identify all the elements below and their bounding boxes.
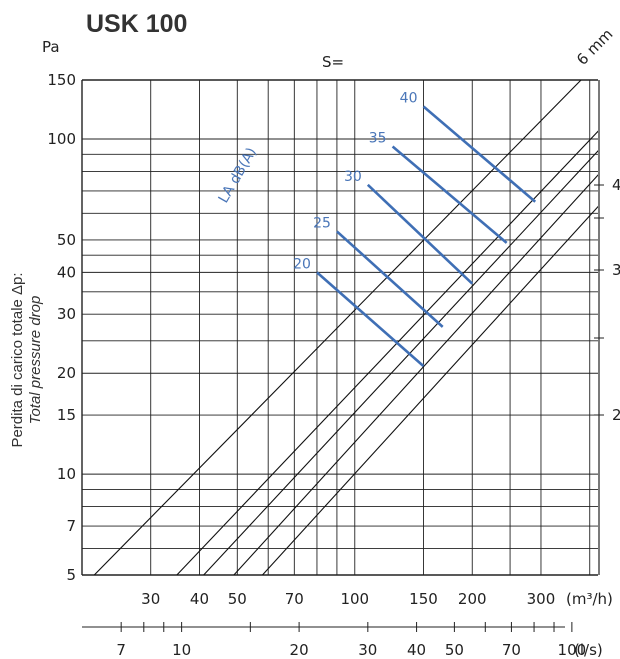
noise-level-label: 35 — [369, 130, 387, 146]
plot-grid — [81, 79, 598, 576]
y-axis-sublabel: Total pressure drop — [27, 296, 44, 425]
x2-tick-label: 7 — [116, 641, 126, 659]
s-series-line — [203, 150, 598, 575]
s-series-line — [233, 174, 598, 575]
chart-title: USK 100 — [86, 10, 187, 38]
noise-level-label: 25 — [313, 215, 331, 231]
y-tick-label: 50 — [57, 231, 76, 249]
right-axis-tick-label: 2 — [612, 406, 620, 424]
noise-level-line — [366, 183, 474, 285]
right-axis: 4 3 2 — [594, 80, 620, 575]
s-series-lines — [93, 80, 598, 575]
y-tick-label: 20 — [57, 364, 76, 382]
noise-level-line — [336, 230, 444, 328]
y-axis-label: Perdita di carico totale Δp: — [9, 272, 26, 447]
x2-tick-label: 30 — [358, 641, 377, 659]
right-axis-tick-label: 3 — [612, 261, 620, 279]
x-tick-label: 300 — [527, 590, 556, 608]
x2-tick-label: 20 — [290, 641, 309, 659]
s-series-line — [262, 205, 598, 575]
y-axis-title: Perdita di carico totale Δp: Total press… — [9, 272, 44, 447]
x-tick-label: 40 — [190, 590, 209, 608]
x2-tick-label: 50 — [445, 641, 464, 659]
y-tick-label: 40 — [57, 263, 76, 281]
x-tick-label: 30 — [141, 590, 160, 608]
right-axis-tick-label: 4 — [612, 176, 620, 194]
y-tick-label: 15 — [57, 406, 76, 424]
x2-unit-label: (l/s) — [574, 641, 603, 659]
s-series-line — [93, 80, 582, 575]
noise-level-label: 40 — [400, 91, 418, 107]
x2-tick-label: 70 — [502, 641, 521, 659]
y-tick-label: 7 — [66, 517, 76, 535]
s-series-label: 6 mm — [573, 25, 616, 69]
x2-tick-label: 40 — [407, 641, 426, 659]
x2-tick-label: 100 — [558, 641, 587, 659]
y-tick-label: 30 — [57, 305, 76, 323]
x-tick-label: 70 — [285, 590, 304, 608]
noise-level-line — [422, 105, 537, 203]
y-tick-label: 100 — [47, 130, 76, 148]
noise-level-label: 30 — [344, 169, 362, 185]
y-unit-label: Pa — [42, 38, 60, 56]
noise-level-line — [316, 271, 425, 368]
x-tick-label: 100 — [340, 590, 369, 608]
x-tick-label: 50 — [228, 590, 247, 608]
y-tick-labels: 5 7 10 15 20 30 40 50 100 150 — [47, 71, 76, 584]
noise-level-line — [391, 145, 508, 244]
s-series-line — [176, 130, 598, 575]
s-label: S= — [322, 53, 344, 71]
x-unit-label: (m³/h) — [566, 590, 613, 608]
x-tick-label: 200 — [458, 590, 487, 608]
x2-tick-labels: 7 10 20 30 40 50 70 100 — [82, 622, 586, 659]
x-tick-labels: 30 40 50 70 100 150 200 300 — [141, 590, 555, 608]
y-tick-label: 150 — [47, 71, 76, 89]
x2-tick-label: 10 — [172, 641, 191, 659]
y-tick-label: 10 — [57, 465, 76, 483]
y-tick-label: 5 — [66, 566, 76, 584]
noise-level-label: 20 — [293, 256, 311, 272]
x-tick-label: 150 — [409, 590, 438, 608]
